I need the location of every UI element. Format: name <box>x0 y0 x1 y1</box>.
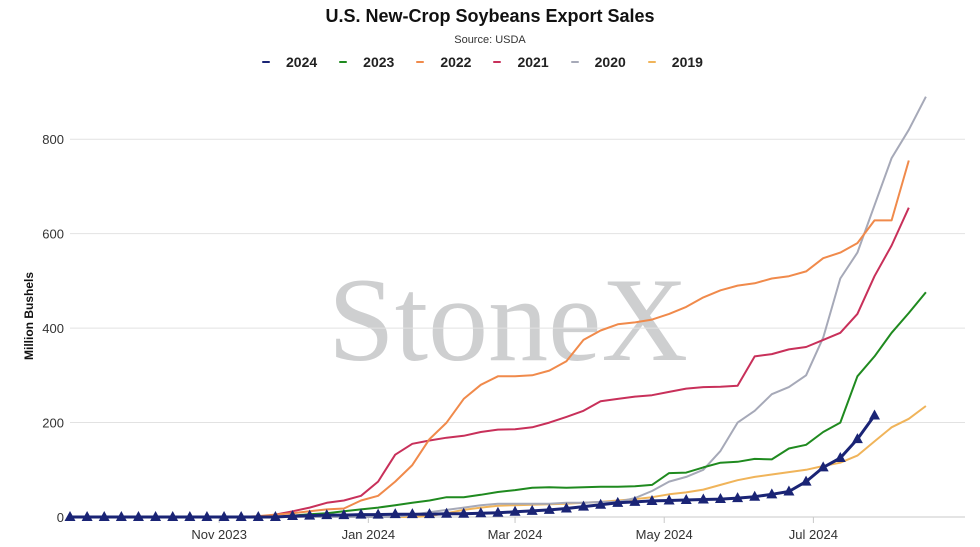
data-point-2024 <box>458 507 470 518</box>
data-point-2024 <box>492 506 504 517</box>
data-point-2024 <box>595 498 607 509</box>
legend-item-2019[interactable]: 2019 <box>647 52 703 72</box>
data-point-2024 <box>560 502 572 513</box>
legend-label: 2020 <box>594 54 626 70</box>
data-point-2024 <box>355 508 367 519</box>
data-point-2024 <box>132 511 144 521</box>
data-point-2024 <box>150 511 162 521</box>
data-point-2024 <box>201 511 213 521</box>
chart-subtitle: Source: USDA <box>454 34 526 46</box>
legend-label: 2024 <box>286 54 318 70</box>
data-point-2024 <box>749 490 761 501</box>
legend-swatch <box>262 61 270 63</box>
legend-item-2021[interactable]: 2021 <box>493 52 549 72</box>
data-point-2024 <box>475 507 487 518</box>
legend-label: 2019 <box>671 54 703 70</box>
data-point-2024 <box>526 504 538 515</box>
data-point-2024 <box>441 507 453 518</box>
legend-item-2023[interactable]: 2023 <box>339 52 394 72</box>
x-tick-label: May 2024 <box>636 527 693 542</box>
y-tick-label: 0 <box>57 510 64 525</box>
legend: 2024 2023 2022 2021 2020 2019 <box>262 52 725 72</box>
series-line-2024 <box>70 414 876 519</box>
legend-swatch <box>570 61 579 63</box>
data-point-2024 <box>64 511 76 521</box>
data-point-2024 <box>252 511 264 521</box>
data-point-2024 <box>817 461 829 472</box>
data-point-2024 <box>304 509 316 520</box>
legend-item-2024[interactable]: 2024 <box>262 52 317 72</box>
data-point-2024 <box>321 509 333 520</box>
data-point-2024 <box>680 494 692 504</box>
x-tick-label: Jan 2024 <box>342 527 396 542</box>
chart-title: U.S. New-Crop Soybeans Export Sales <box>325 6 655 26</box>
data-point-2024 <box>509 505 521 516</box>
data-point-2024 <box>184 511 196 521</box>
data-point-2024 <box>235 511 247 521</box>
y-axis-label: Million Bushels <box>22 271 36 360</box>
data-point-2024 <box>663 494 675 505</box>
y-tick-label: 400 <box>42 321 64 336</box>
data-point-2024 <box>697 493 709 504</box>
data-point-2024 <box>578 500 590 511</box>
y-tick-label: 800 <box>42 132 64 147</box>
data-point-2024 <box>406 508 418 519</box>
legend-item-2022[interactable]: 2022 <box>416 52 471 72</box>
legend-label: 2022 <box>440 54 472 70</box>
data-point-2024 <box>423 508 435 519</box>
data-point-2024 <box>834 451 846 462</box>
data-point-2024 <box>372 508 384 519</box>
y-tick-label: 600 <box>42 227 64 242</box>
data-point-2024 <box>338 509 350 520</box>
data-point-2024 <box>389 508 401 519</box>
data-point-2024 <box>287 510 299 521</box>
data-point-2024 <box>269 511 281 521</box>
data-point-2024 <box>543 503 555 514</box>
legend-label: 2023 <box>363 54 395 70</box>
legend-swatch <box>339 61 348 63</box>
data-point-2024 <box>98 511 110 521</box>
legend-swatch <box>493 61 502 63</box>
data-point-2024 <box>612 496 624 507</box>
legend-item-2020[interactable]: 2020 <box>570 52 626 72</box>
data-point-2024 <box>851 433 863 444</box>
data-point-2024 <box>800 475 812 486</box>
x-tick-label: Jul 2024 <box>789 527 838 542</box>
data-point-2024 <box>766 488 778 499</box>
data-point-2024 <box>732 492 744 503</box>
data-point-2024 <box>629 495 641 506</box>
data-point-2024 <box>218 511 230 521</box>
x-tick-label: Mar 2024 <box>488 527 543 542</box>
data-point-2024 <box>714 493 726 504</box>
data-point-2024 <box>167 511 179 521</box>
data-point-2024 <box>783 485 795 496</box>
legend-label: 2021 <box>517 54 549 70</box>
legend-swatch <box>416 61 425 63</box>
data-point-2024 <box>869 409 881 420</box>
x-tick-label: Nov 2023 <box>191 527 247 542</box>
y-tick-label: 200 <box>42 416 64 431</box>
legend-swatch <box>647 61 656 63</box>
data-point-2024 <box>115 511 127 521</box>
data-point-2024 <box>81 511 93 521</box>
data-point-2024 <box>646 494 658 505</box>
watermark-logo: StoneX <box>328 253 688 386</box>
